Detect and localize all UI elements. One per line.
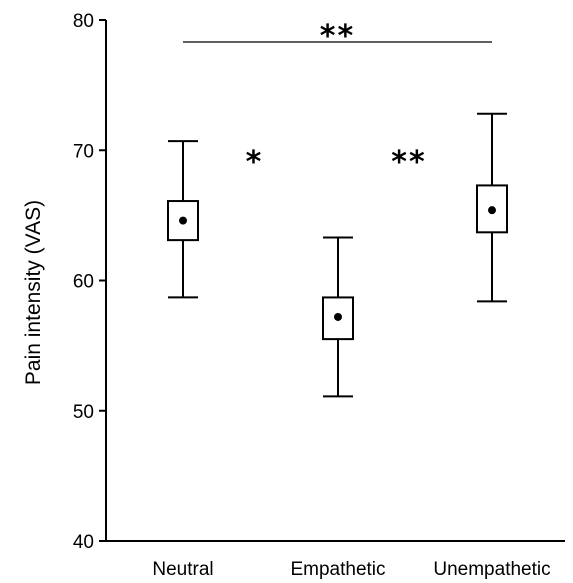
significance-label: ** [391,145,426,180]
x-category-label: Unempathetic [433,559,550,580]
x-category-label: Empathetic [290,559,385,580]
significance-label: ** [320,19,355,54]
x-category-label: Neutral [152,559,213,580]
mean-point [488,206,496,215]
y-axis-title: Pain intensity (VAS) [22,200,45,385]
y-tick-label: 70 [73,141,94,162]
y-tick-label: 80 [73,11,94,32]
y-tick-label: 40 [73,532,94,553]
y-axis-ticks: 40 50 60 70 80 [73,11,106,553]
y-tick-label: 50 [73,402,94,423]
box-neutral [167,140,199,299]
significance-annotations: *** ** [183,19,492,180]
y-tick-label: 60 [73,272,94,293]
boxes [167,112,508,398]
axes [105,20,565,542]
x-axis-labels: Neutral Empathetic Unempathetic [152,559,550,580]
mean-point [179,216,187,225]
significance-label: * [246,145,264,180]
box-empathetic [322,236,354,398]
box-unempathetic [476,112,508,303]
mean-point [334,312,342,321]
